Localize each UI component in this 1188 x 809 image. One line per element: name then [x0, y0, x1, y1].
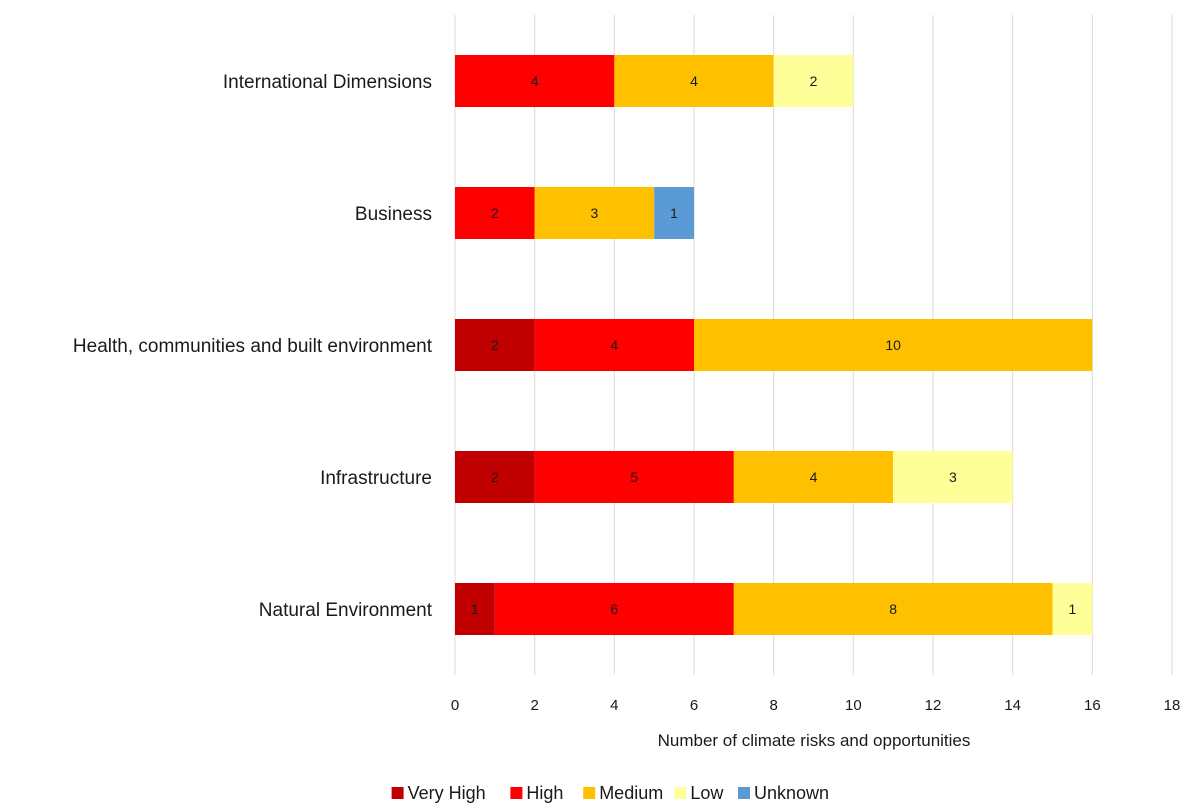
data-label: 2	[810, 73, 818, 89]
data-label: 3	[949, 469, 957, 485]
x-tick-label: 6	[690, 697, 698, 714]
data-label: 2	[491, 469, 499, 485]
data-label: 4	[810, 469, 818, 485]
data-label: 6	[610, 601, 618, 617]
bar-segments	[455, 55, 1093, 635]
bar-segment	[494, 583, 734, 635]
legend-item: Very High	[391, 783, 486, 803]
category-label: Health, communities and built environmen…	[73, 336, 433, 357]
x-tick-labels: 0 2 4 6 8 10 12 14 16 18	[451, 697, 1181, 714]
bar-segment	[455, 55, 615, 107]
x-tick-label: 8	[769, 697, 777, 714]
category-label: Business	[355, 204, 432, 225]
legend: Very High High Medium Low Unknown	[391, 783, 829, 803]
bar-segment	[654, 187, 694, 239]
bar-segment	[694, 319, 1093, 371]
x-tick-label: 2	[530, 697, 538, 714]
x-tick-label: 12	[925, 697, 942, 714]
bar-segment	[455, 451, 535, 503]
legend-item: Medium	[583, 783, 663, 803]
data-label: 1	[471, 601, 479, 617]
bar-segment	[455, 583, 495, 635]
bar-segment	[534, 451, 734, 503]
data-label: 1	[670, 205, 678, 221]
bar-segment	[455, 319, 535, 371]
legend-item: Unknown	[738, 783, 829, 803]
data-label: 1	[1069, 601, 1077, 617]
category-label: Infrastructure	[320, 468, 432, 489]
data-label: 3	[591, 205, 599, 221]
legend-label: Low	[690, 783, 724, 803]
data-label: 2	[491, 337, 499, 353]
bar-segment	[614, 55, 774, 107]
x-tick-label: 0	[451, 697, 459, 714]
legend-label: Medium	[599, 783, 663, 803]
bar-segment	[1052, 583, 1093, 635]
x-tick-label: 14	[1004, 697, 1021, 714]
category-labels: International Dimensions Business Health, …	[73, 72, 433, 621]
legend-item: High	[510, 783, 563, 803]
data-labels: 4 4 2 2 3 1 2 4 10 2 5 4 3 1 6 8 1	[471, 73, 1077, 617]
bar-segment	[733, 451, 894, 503]
legend-swatch	[674, 787, 687, 799]
data-label: 4	[610, 337, 618, 353]
bar-segment	[893, 451, 1013, 503]
data-label: 10	[885, 337, 901, 353]
data-label: 5	[630, 469, 638, 485]
category-label: Natural Environment	[259, 600, 433, 621]
bar-segment	[773, 55, 854, 107]
legend-swatch	[583, 787, 596, 799]
x-tick-label: 16	[1084, 697, 1101, 714]
data-label: 8	[889, 601, 897, 617]
x-tick-label: 4	[610, 697, 618, 714]
legend-swatch	[510, 787, 523, 799]
legend-item: Low	[674, 783, 724, 803]
legend-swatch	[391, 787, 404, 799]
bar-segment	[733, 583, 1053, 635]
bar-segment	[455, 187, 535, 239]
legend-label: Very High	[408, 783, 486, 803]
bar-segment	[534, 187, 655, 239]
category-label: International Dimensions	[223, 72, 432, 93]
x-axis-title: Number of climate risks and opportunitie…	[658, 731, 971, 750]
x-tick-label: 10	[845, 697, 862, 714]
data-label: 4	[531, 73, 539, 89]
legend-label: High	[526, 783, 563, 803]
bar-segment	[534, 319, 694, 371]
legend-label: Unknown	[754, 783, 829, 803]
x-tick-label: 18	[1164, 697, 1181, 714]
data-label: 2	[491, 205, 499, 221]
legend-swatch	[738, 787, 750, 799]
data-label: 4	[690, 73, 698, 89]
